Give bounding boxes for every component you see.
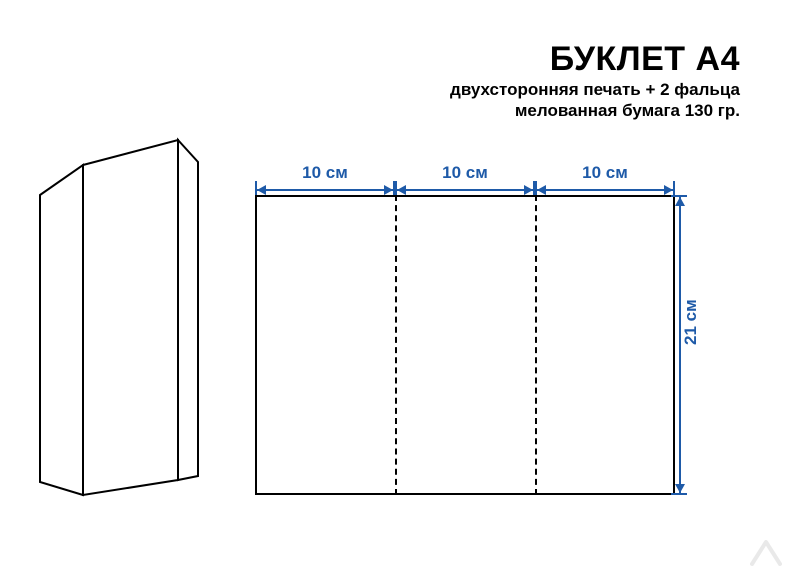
folded-booklet-illustration bbox=[38, 120, 208, 500]
flat-sheet-outline bbox=[255, 195, 675, 495]
header-block: БУКЛЕТ А4 двухсторонняя печать + 2 фальц… bbox=[450, 40, 740, 122]
subtitle-line-1: двухсторонняя печать + 2 фальца bbox=[450, 79, 740, 100]
dimension-top-3: 10 см bbox=[535, 163, 675, 195]
dimension-label: 10 см bbox=[255, 163, 395, 183]
dimension-right: 21 см bbox=[675, 195, 707, 495]
dimension-label: 21 см bbox=[681, 299, 701, 345]
fold-line-1 bbox=[395, 195, 397, 495]
subtitle-line-2: мелованная бумага 130 гр. bbox=[450, 100, 740, 121]
fold-line-2 bbox=[535, 195, 537, 495]
watermark-icon bbox=[746, 532, 786, 572]
page-title: БУКЛЕТ А4 bbox=[450, 40, 740, 79]
dimension-label: 10 см bbox=[535, 163, 675, 183]
dimension-top-2: 10 см bbox=[395, 163, 535, 195]
flat-layout-diagram: 10 см 10 см 10 см 21 см bbox=[255, 195, 675, 495]
dimension-top-1: 10 см bbox=[255, 163, 395, 195]
dimension-label: 10 см bbox=[395, 163, 535, 183]
